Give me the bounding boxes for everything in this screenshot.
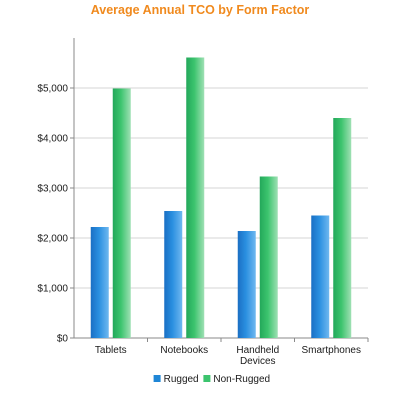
- y-tick-label: $0: [57, 334, 69, 345]
- legend-label: Rugged: [164, 374, 199, 385]
- legend-label: Non-Rugged: [213, 374, 270, 385]
- legend: Rugged Non-Rugged: [153, 374, 270, 385]
- bar-non-rugged-tablets: [112, 88, 131, 338]
- bar-non-rugged-handheld-devices: [259, 176, 278, 338]
- bars: [90, 57, 352, 338]
- bar-non-rugged-notebooks: [186, 57, 205, 338]
- y-tick-label: $4,000: [37, 134, 68, 145]
- y-tick-label: $5,000: [37, 84, 68, 95]
- x-tick-label: Handheld Devices: [236, 345, 279, 367]
- x-tick-label: Notebooks: [160, 345, 208, 356]
- y-tick-label: $2,000: [37, 234, 68, 245]
- bar-rugged-handheld-devices: [237, 231, 256, 338]
- bar-non-rugged-smartphones: [333, 118, 352, 338]
- x-tick-label: Tablets: [95, 345, 127, 356]
- legend-swatch: [153, 375, 161, 382]
- y-tick-label: $1,000: [37, 284, 68, 295]
- x-tick-label: Smartphones: [302, 345, 361, 356]
- chart-title: Average Annual TCO by Form Factor: [90, 3, 310, 17]
- axis-labels: $0 $1,000 $2,000 $3,000 $4,000 $5,000 Tablets N…: [37, 84, 361, 368]
- legend-swatch: [203, 375, 211, 382]
- y-tick-label: $3,000: [37, 184, 68, 195]
- bar-rugged-notebooks: [164, 211, 183, 338]
- bar-rugged-tablets: [90, 227, 109, 338]
- bar-rugged-smartphones: [311, 215, 330, 338]
